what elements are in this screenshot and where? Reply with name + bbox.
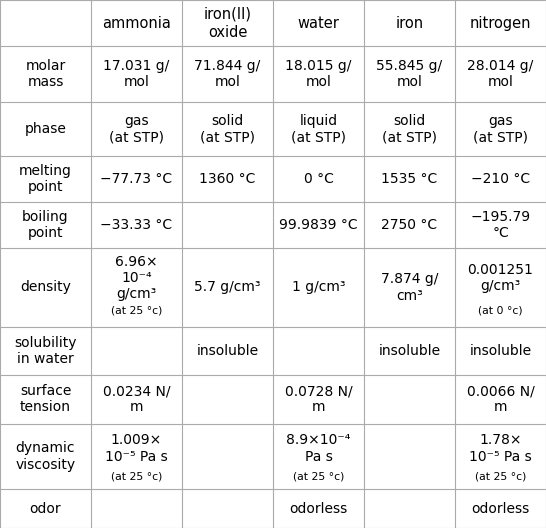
Text: melting
point: melting point <box>19 164 72 194</box>
Text: 7.874 g/
cm³: 7.874 g/ cm³ <box>381 272 438 303</box>
Text: odorless: odorless <box>471 502 530 516</box>
Text: liquid
(at STP): liquid (at STP) <box>291 114 346 144</box>
Text: odorless: odorless <box>289 502 348 516</box>
Text: −77.73 °C: −77.73 °C <box>100 172 173 186</box>
Text: 1.78×
10⁻⁵ Pa s: 1.78× 10⁻⁵ Pa s <box>469 433 532 464</box>
Text: 1535 °C: 1535 °C <box>381 172 438 186</box>
Text: molar
mass: molar mass <box>25 59 66 89</box>
Text: 2750 °C: 2750 °C <box>382 218 437 232</box>
Text: ammonia: ammonia <box>102 16 171 31</box>
Text: (at 25 °c): (at 25 °c) <box>111 306 162 316</box>
Text: 55.845 g/
mol: 55.845 g/ mol <box>376 59 443 89</box>
Text: iron(II)
oxide: iron(II) oxide <box>204 6 252 40</box>
Text: dynamic
viscosity: dynamic viscosity <box>15 441 75 472</box>
Text: odor: odor <box>29 502 61 516</box>
Text: 1360 °C: 1360 °C <box>199 172 256 186</box>
Text: 6.96×
10⁻⁴
g/cm³: 6.96× 10⁻⁴ g/cm³ <box>115 255 158 301</box>
Text: nitrogen: nitrogen <box>470 16 531 31</box>
Text: 71.844 g/
mol: 71.844 g/ mol <box>194 59 260 89</box>
Text: gas
(at STP): gas (at STP) <box>109 114 164 144</box>
Text: gas
(at STP): gas (at STP) <box>473 114 528 144</box>
Text: 0.0234 N/
m: 0.0234 N/ m <box>103 384 170 414</box>
Text: density: density <box>20 280 71 295</box>
Text: iron: iron <box>395 16 424 31</box>
Text: 18.015 g/
mol: 18.015 g/ mol <box>286 59 352 89</box>
Text: insoluble: insoluble <box>378 344 441 358</box>
Text: solubility
in water: solubility in water <box>14 336 77 366</box>
Text: (at 0 °c): (at 0 °c) <box>478 306 523 316</box>
Text: boiling
point: boiling point <box>22 210 69 240</box>
Text: 1 g/cm³: 1 g/cm³ <box>292 280 345 295</box>
Text: 28.014 g/
mol: 28.014 g/ mol <box>467 59 533 89</box>
Text: −195.79
°C: −195.79 °C <box>471 210 531 240</box>
Text: 0.0066 N/
m: 0.0066 N/ m <box>467 384 535 414</box>
Text: 1.009×
10⁻⁵ Pa s: 1.009× 10⁻⁵ Pa s <box>105 433 168 464</box>
Text: (at 25 °c): (at 25 °c) <box>111 471 162 481</box>
Text: (at 25 °c): (at 25 °c) <box>293 471 344 481</box>
Text: solid
(at STP): solid (at STP) <box>200 114 255 144</box>
Text: insoluble: insoluble <box>197 344 259 358</box>
Text: 8.9×10⁻⁴
Pa s: 8.9×10⁻⁴ Pa s <box>286 433 351 464</box>
Text: 5.7 g/cm³: 5.7 g/cm³ <box>194 280 261 295</box>
Text: 0 °C: 0 °C <box>304 172 334 186</box>
Text: insoluble: insoluble <box>470 344 532 358</box>
Text: (at 25 °c): (at 25 °c) <box>475 471 526 481</box>
Text: 0.001251
g/cm³: 0.001251 g/cm³ <box>467 263 533 293</box>
Text: −210 °C: −210 °C <box>471 172 530 186</box>
Text: water: water <box>298 16 340 31</box>
Text: 99.9839 °C: 99.9839 °C <box>279 218 358 232</box>
Text: surface
tension: surface tension <box>20 384 71 414</box>
Text: 17.031 g/
mol: 17.031 g/ mol <box>103 59 170 89</box>
Text: 0.0728 N/
m: 0.0728 N/ m <box>284 384 352 414</box>
Text: solid
(at STP): solid (at STP) <box>382 114 437 144</box>
Text: phase: phase <box>25 122 67 136</box>
Text: −33.33 °C: −33.33 °C <box>100 218 173 232</box>
